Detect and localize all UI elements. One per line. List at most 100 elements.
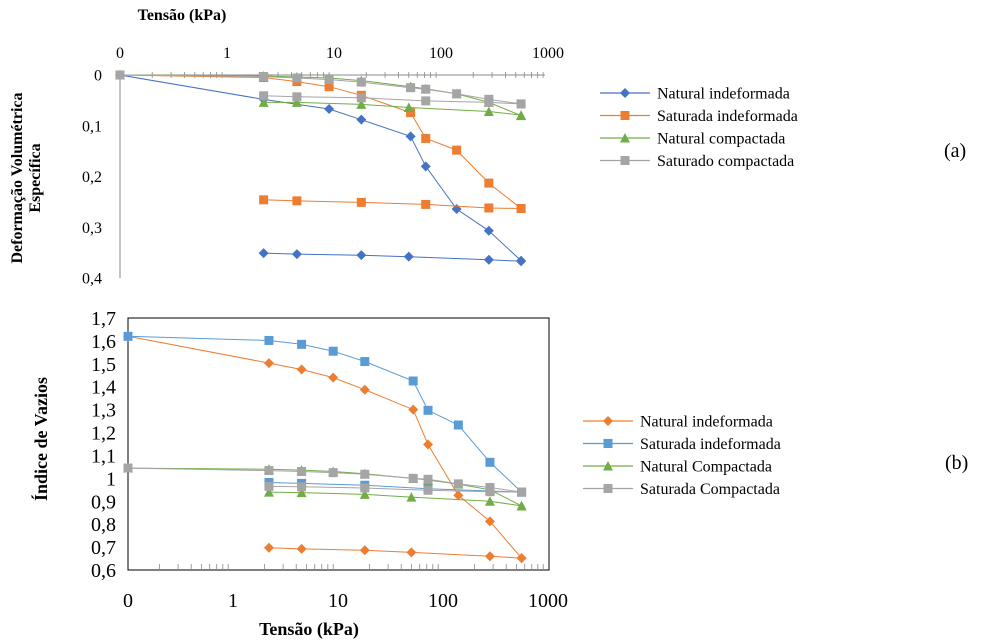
a-series-3 xyxy=(115,70,526,109)
a-series-3-point xyxy=(356,93,366,103)
b-legend-label: Saturada indeformada xyxy=(640,436,781,453)
b-x-tick-label: 1000 xyxy=(528,590,568,612)
b-legend-item: Saturada Compactada xyxy=(583,481,780,498)
a-series-0-point xyxy=(405,131,416,142)
a-y-tick-label: 0,3 xyxy=(82,220,102,237)
a-series-3-point xyxy=(356,77,366,87)
b-series-3-point xyxy=(485,487,495,497)
a-series-0-point xyxy=(324,104,335,115)
b-series-3-point xyxy=(264,481,274,491)
b-y-tick-label: 1,5 xyxy=(91,354,116,376)
a-series-1 xyxy=(115,70,526,213)
chart-panel-b: Índice de Vazios Tensão (kPa) 0 1 10 100 100… xyxy=(30,308,968,640)
a-y-tick-label: 0 xyxy=(94,68,102,85)
a-series-3-point xyxy=(484,97,494,107)
a-x-tick-label: 100 xyxy=(429,45,453,62)
a-series-1-point xyxy=(452,145,462,155)
b-series-3-point xyxy=(297,466,307,476)
a-series-0-point xyxy=(258,248,269,259)
panel-a-legend: Natural indeformada Saturada indeformada N… xyxy=(600,86,798,170)
a-series-0-point xyxy=(403,251,414,262)
a-series-1-point xyxy=(324,82,334,92)
b-series-0-point xyxy=(296,364,307,375)
b-x-tick-label: 10 xyxy=(328,590,348,612)
a-series-1-point xyxy=(406,108,416,118)
a-y-tick-label: 0,4 xyxy=(82,271,102,288)
b-series-0-point xyxy=(453,490,464,501)
b-legend-marker xyxy=(603,439,613,448)
a-x-tick-label: 10 xyxy=(326,45,342,62)
a-series-0 xyxy=(115,70,527,267)
b-series-1-point xyxy=(453,420,463,430)
b-series-1-point xyxy=(123,331,133,341)
a-legend-marker xyxy=(620,156,630,165)
a-series-0-point xyxy=(291,249,302,260)
b-series-0-point xyxy=(263,542,274,553)
a-series-1-point xyxy=(421,133,431,143)
a-series-1-point xyxy=(484,178,494,188)
panel-b-y-ticks: 1,71,61,51,41,31,21,110,90,80,70,6 xyxy=(91,308,116,582)
b-series-1-point xyxy=(485,457,495,467)
b-series-0-unloading-line xyxy=(268,547,522,559)
b-series-0-point xyxy=(406,547,417,558)
a-series-0-unloading-line xyxy=(263,252,522,262)
b-series-1-loading-line xyxy=(127,335,522,493)
b-series-3-point xyxy=(123,463,133,473)
panel-b-y-axis-title: Índice de Vazios xyxy=(30,377,51,501)
b-legend-label: Natural Compactada xyxy=(640,459,772,476)
a-series-2-point xyxy=(291,97,302,107)
a-series-3-point xyxy=(259,91,269,101)
b-series-0-point xyxy=(484,516,495,527)
a-series-1-point xyxy=(484,203,494,213)
b-series-3-loading-line xyxy=(127,467,522,493)
b-legend-item: Natural Compactada xyxy=(583,459,772,476)
panel-b-minor-ticks xyxy=(159,564,544,570)
b-legend-label: Natural indeformada xyxy=(640,414,773,431)
b-legend-item: Saturada indeformada xyxy=(583,436,781,453)
b-series-0-point xyxy=(484,551,495,562)
a-series-1-point xyxy=(516,203,526,213)
a-series-3-point xyxy=(259,72,269,82)
b-series-3-point xyxy=(408,473,418,483)
a-legend-marker xyxy=(620,133,630,143)
panel-a-y-axis-title-line1: Deformação Volumétrica xyxy=(9,92,26,263)
a-legend-item: Saturado compactada xyxy=(600,153,794,170)
b-y-tick-label: 1 xyxy=(106,468,116,490)
a-series-2-point xyxy=(483,106,494,117)
a-series-1-point xyxy=(356,197,366,207)
a-series-0-point xyxy=(483,254,494,265)
b-series-0-point xyxy=(359,545,370,556)
b-legend-marker xyxy=(603,461,613,471)
b-series-3-point xyxy=(453,479,463,489)
b-series-2-point xyxy=(263,487,274,497)
a-legend-item: Natural indeformada xyxy=(600,86,790,103)
panel-a-x-ticks: 0 1 10 100 1000 xyxy=(116,45,564,62)
a-series-3-point xyxy=(324,75,334,85)
a-series-3-point xyxy=(421,84,431,94)
b-legend-marker xyxy=(603,416,613,426)
a-series-0-point xyxy=(420,161,431,172)
b-series-1-unloading-line xyxy=(268,482,522,493)
a-x-tick-label: 0 xyxy=(116,45,124,62)
a-legend-label: Saturada indeformada xyxy=(657,108,798,125)
b-series-1-point xyxy=(360,357,370,367)
panel-b-x-axis-title: Tensão (kPa) xyxy=(259,619,359,640)
a-legend-marker xyxy=(620,88,630,98)
b-series-1-point xyxy=(264,335,274,345)
a-series-0-point xyxy=(483,225,494,236)
a-series-2-unloading-line xyxy=(263,101,522,116)
a-series-2-loading-line xyxy=(119,74,522,117)
b-series-0-point xyxy=(408,404,419,415)
panel-b-label: (b) xyxy=(945,452,968,474)
panel-b-legend: Natural indeformada Saturada indeformada N… xyxy=(583,414,781,498)
b-series-2-point xyxy=(359,489,370,499)
panel-b-plot-frame xyxy=(127,317,550,571)
panel-a-y-axis-title-line2: Específica xyxy=(27,143,44,212)
a-series-1-point xyxy=(292,196,302,206)
panel-b-x-ticks: 0 1 10 100 1000 xyxy=(123,590,568,612)
a-series-2-point xyxy=(356,99,367,109)
a-legend-item: Natural compactada xyxy=(600,131,785,148)
b-series-0-point xyxy=(423,439,434,450)
b-series-2 xyxy=(123,463,527,511)
b-legend-marker xyxy=(603,484,613,493)
